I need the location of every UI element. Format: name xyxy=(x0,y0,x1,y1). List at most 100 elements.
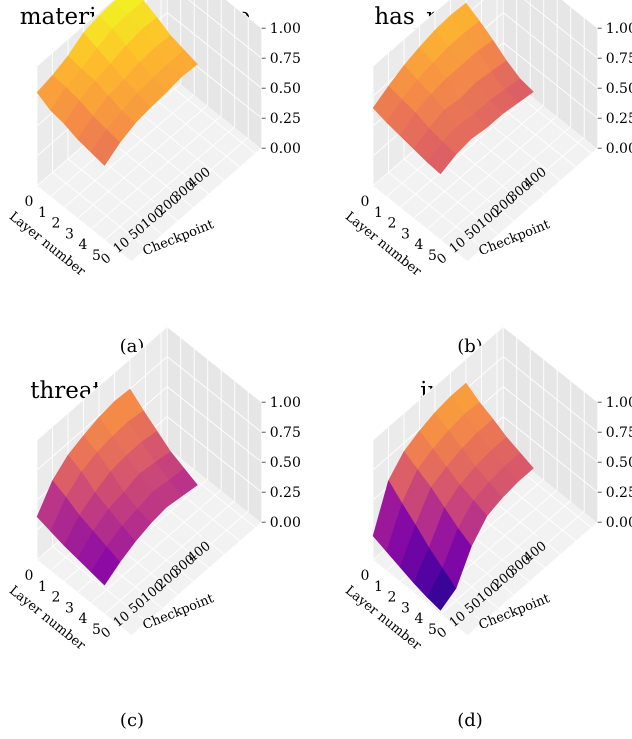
y-tick-label: 0 xyxy=(25,568,34,584)
z-tick-label: 1.00 xyxy=(606,395,632,411)
y-axis-label: Layer number xyxy=(342,583,424,654)
y-tick-label: 5 xyxy=(428,622,437,638)
y-tick-label: 0 xyxy=(361,194,370,210)
gridline xyxy=(63,93,195,208)
z-tick-label: 0.25 xyxy=(270,485,301,501)
gridline xyxy=(145,91,241,168)
y-tick-label: 2 xyxy=(388,216,397,232)
gridline xyxy=(114,118,210,195)
y-tick-label: 4 xyxy=(79,611,88,627)
z-tick-label: 0.75 xyxy=(606,51,632,67)
gridline xyxy=(166,386,262,463)
y-tick-label: 1 xyxy=(374,205,383,221)
gridline xyxy=(524,0,598,59)
y-tick-label: 4 xyxy=(415,237,424,253)
gridline xyxy=(413,104,544,219)
gridline xyxy=(166,12,262,89)
z-tick-label: 0.25 xyxy=(606,485,632,501)
gridline xyxy=(225,0,262,29)
gridline xyxy=(502,416,598,493)
z-tick-label: 0.00 xyxy=(270,515,301,531)
gridline xyxy=(36,326,168,441)
gridline xyxy=(467,521,598,636)
gridline xyxy=(502,326,598,403)
gridline xyxy=(117,511,249,626)
z-tick-label: 1.00 xyxy=(270,395,301,411)
gridline xyxy=(117,137,249,252)
gridline xyxy=(188,0,262,59)
gridline xyxy=(36,356,168,471)
gridline xyxy=(440,126,571,241)
gridline xyxy=(36,0,114,67)
surface-cell xyxy=(90,129,121,166)
surface-chart-c: 0.000.250.500.751.0001050100200300400Che… xyxy=(6,325,301,654)
panel-caption: (d) xyxy=(457,710,483,731)
gridline xyxy=(372,185,468,262)
surface-cell xyxy=(426,141,457,175)
y-tick-label: 5 xyxy=(428,248,437,264)
gridline xyxy=(131,147,262,262)
surface-chart-a: 0.000.250.500.751.0001050100200300400Che… xyxy=(6,0,301,280)
y-tick-label: 4 xyxy=(79,237,88,253)
y-tick-label: 5 xyxy=(92,248,101,264)
gridline xyxy=(372,559,468,636)
panel-a: material_advantage 0.000.250.500.751.000… xyxy=(6,0,301,357)
panel-d: in_check 0.000.250.500.751.0001050100200… xyxy=(342,325,632,731)
z-tick-label: 1.00 xyxy=(606,21,632,37)
y-tick-label: 3 xyxy=(65,226,74,242)
gridline xyxy=(467,147,598,262)
panel-b: has_mate_threat 0.000.250.500.751.000105… xyxy=(342,0,632,357)
surface-chart-d: 0.000.250.500.751.0001050100200300400Che… xyxy=(342,325,632,654)
z-tick-label: 0.75 xyxy=(270,425,301,441)
gridline xyxy=(129,104,225,181)
gridline xyxy=(502,42,598,119)
z-tick-label: 0.50 xyxy=(270,81,301,97)
z-tick-label: 0.00 xyxy=(606,141,632,157)
z-tick-label: 0.50 xyxy=(606,81,632,97)
z-tick-label: 0.00 xyxy=(606,515,632,531)
y-tick-label: 3 xyxy=(401,226,410,242)
gridline xyxy=(160,77,256,154)
surface-chart-b: 0.000.250.500.751.0001050100200300400Che… xyxy=(342,0,632,280)
z-tick-label: 0.25 xyxy=(270,111,301,127)
y-tick-label: 1 xyxy=(38,579,47,595)
y-tick-label: 0 xyxy=(25,194,34,210)
y-tick-label: 0 xyxy=(361,568,370,584)
y-axis-label: Layer number xyxy=(6,209,88,280)
gridline xyxy=(388,172,484,249)
surface-cell xyxy=(90,546,121,586)
y-tick-label: 2 xyxy=(52,216,61,232)
gridline xyxy=(131,521,262,636)
y-tick-label: 5 xyxy=(92,622,101,638)
gridline xyxy=(561,0,598,29)
y-tick-label: 2 xyxy=(388,590,397,606)
z-tick-label: 0.00 xyxy=(270,141,301,157)
y-tick-label: 2 xyxy=(52,590,61,606)
gridline xyxy=(52,172,148,249)
panel-caption: (c) xyxy=(120,710,144,731)
gridline xyxy=(166,326,262,403)
gridline xyxy=(502,356,598,433)
gridline xyxy=(440,500,571,615)
gridline xyxy=(104,500,235,615)
gridline xyxy=(426,115,558,230)
z-tick-label: 0.75 xyxy=(270,51,301,67)
z-tick-label: 0.25 xyxy=(606,111,632,127)
z-tick-label: 0.50 xyxy=(606,455,632,471)
z-tick-label: 0.75 xyxy=(606,425,632,441)
gridline xyxy=(77,104,208,219)
gridline xyxy=(399,93,531,208)
gridline xyxy=(453,511,585,626)
y-axis-label: Layer number xyxy=(6,583,88,654)
gridline xyxy=(90,115,222,230)
gridline xyxy=(166,416,262,493)
gridline xyxy=(403,158,499,235)
z-tick-label: 0.50 xyxy=(270,455,301,471)
gridline xyxy=(90,489,222,604)
y-tick-label: 1 xyxy=(374,579,383,595)
y-axis-label: Layer number xyxy=(342,209,424,280)
gridline xyxy=(502,12,598,89)
panel-c: threat_opp_queen 0.000.250.500.751.00010… xyxy=(6,325,301,731)
